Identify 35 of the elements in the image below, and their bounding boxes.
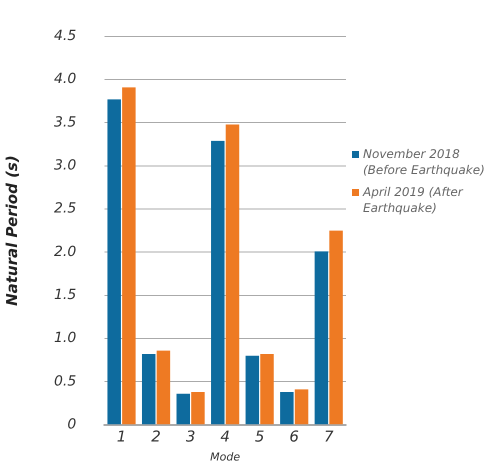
bar xyxy=(142,354,156,424)
y-tick-label: 4.0 xyxy=(54,71,76,88)
bar xyxy=(176,394,190,424)
bar xyxy=(246,356,260,424)
bar xyxy=(294,389,308,424)
x-tick-label: 2 xyxy=(151,428,161,446)
y-axis-title: Natural Period (s) xyxy=(2,155,21,306)
bar xyxy=(107,99,121,424)
y-tick-label: 0.5 xyxy=(54,373,76,390)
legend-label: April 2019 (After Earthquake) xyxy=(363,184,464,216)
bar xyxy=(226,124,240,424)
bar xyxy=(280,392,294,424)
x-tick-label: 5 xyxy=(254,428,264,446)
bar xyxy=(211,140,225,424)
bar xyxy=(329,230,343,424)
y-tick-label: 4.5 xyxy=(54,28,76,44)
x-tick-label: 3 xyxy=(186,428,196,446)
bar xyxy=(156,350,170,424)
x-axis-title: Mode xyxy=(210,450,240,464)
y-tick-label: 2.0 xyxy=(54,244,76,260)
y-tick-label: 3.0 xyxy=(54,158,76,174)
bar xyxy=(260,354,274,424)
x-tick-label: 1 xyxy=(116,428,126,446)
x-tick-label: 6 xyxy=(289,428,299,446)
x-tick-label: 7 xyxy=(324,428,334,446)
y-tick-label: 2.5 xyxy=(54,200,76,217)
y-tick-label: 0 xyxy=(67,416,76,432)
legend-label: November 2018 (Before Earthquake) xyxy=(363,146,486,178)
x-tick-label: 4 xyxy=(220,428,230,446)
bar xyxy=(191,392,205,424)
y-tick-label: 1.5 xyxy=(54,286,76,303)
y-tick-label: 1.0 xyxy=(54,330,76,346)
bar xyxy=(122,87,136,424)
y-tick-label: 3.5 xyxy=(54,114,76,130)
bar xyxy=(314,251,328,424)
